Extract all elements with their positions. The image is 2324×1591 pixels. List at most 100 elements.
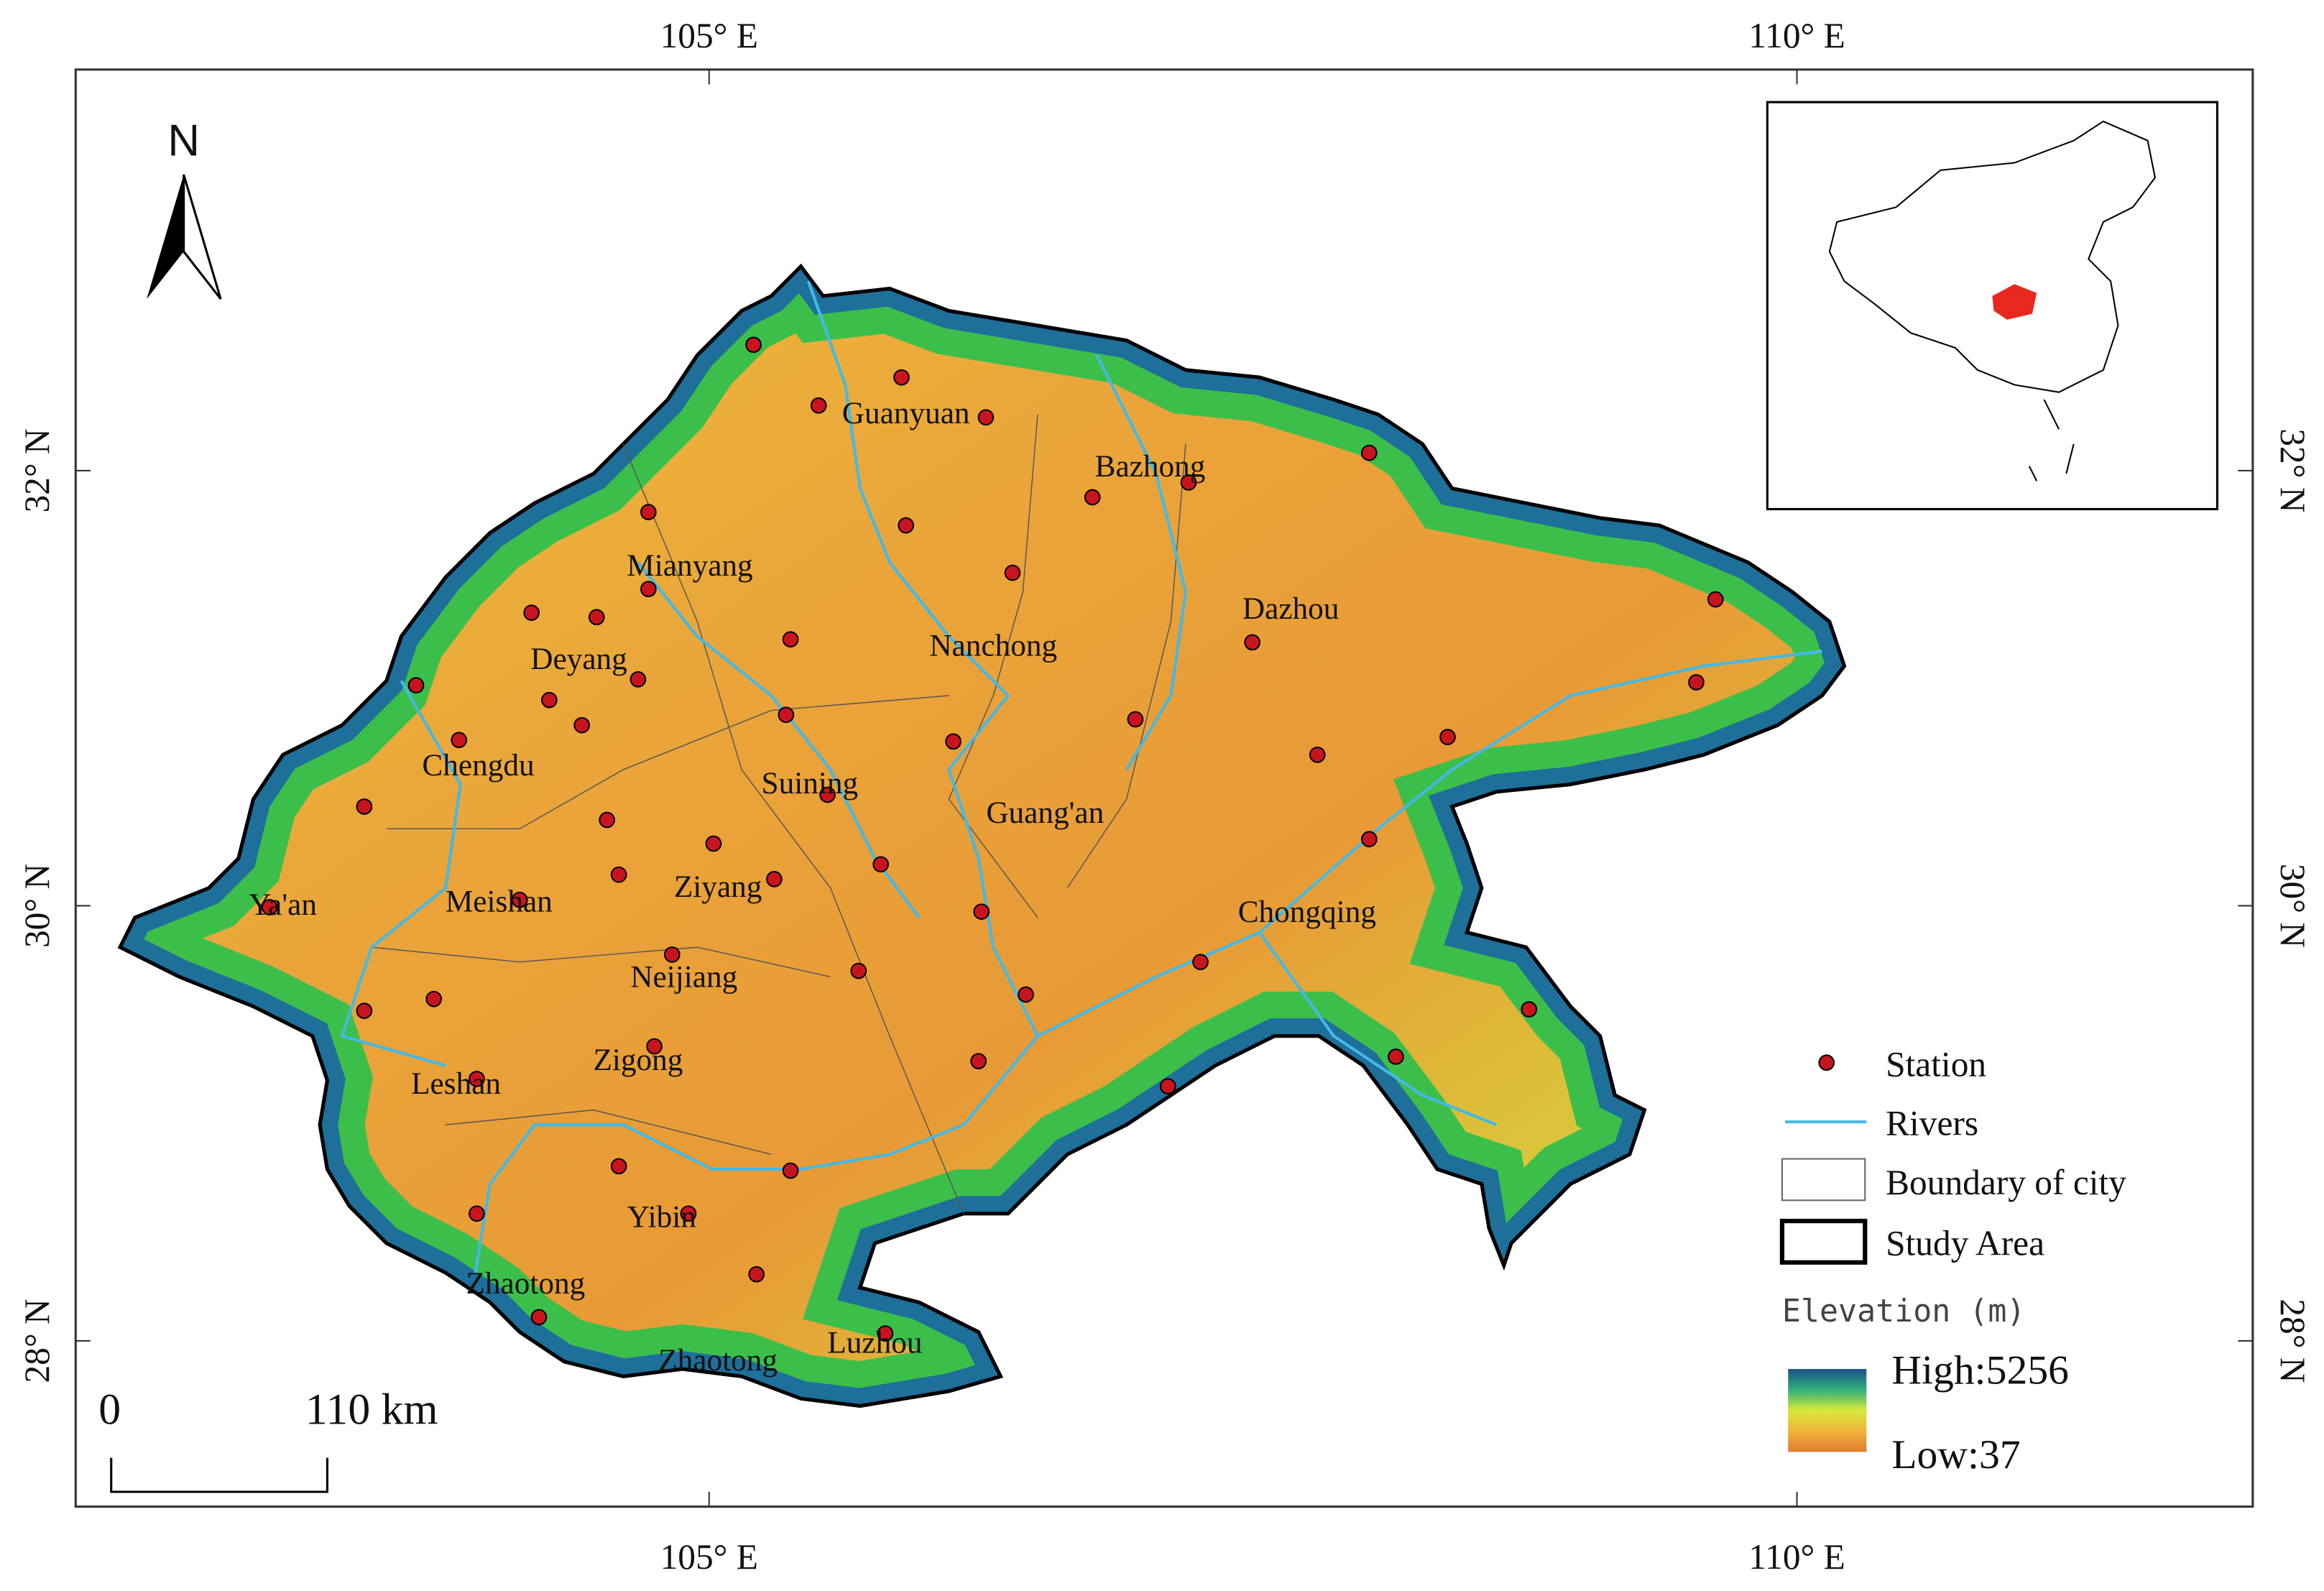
river xyxy=(1258,931,1498,1127)
study-area-inset xyxy=(1992,284,2037,320)
station xyxy=(1244,634,1260,651)
station xyxy=(1361,831,1378,848)
city-label: Deyang xyxy=(530,642,627,676)
north-arrow-right xyxy=(183,174,222,300)
station xyxy=(1309,747,1326,763)
station xyxy=(425,990,443,1007)
boundary xyxy=(386,695,949,830)
boundary xyxy=(1066,443,1186,889)
right-lat-label: 30° N xyxy=(2273,864,2313,948)
legend-elevation-title: Elevation (m) xyxy=(1782,1293,2026,1329)
right-lat-label: 32° N xyxy=(2273,428,2313,512)
station xyxy=(1180,474,1197,491)
river xyxy=(340,680,462,1067)
station xyxy=(819,786,836,803)
station xyxy=(511,891,528,908)
city-label: Bazhong xyxy=(1095,449,1206,484)
top-lon-label: 110° E xyxy=(1748,16,1845,55)
legend-low: Low:37 xyxy=(1891,1432,2020,1477)
bottom-lon-label: 110° E xyxy=(1748,1537,1845,1577)
station xyxy=(970,1053,987,1070)
left-lat-label: 32° N xyxy=(17,428,57,512)
city-label: Guang'an xyxy=(986,796,1104,830)
city-label: Ziyang xyxy=(674,870,762,904)
station xyxy=(451,732,468,749)
station xyxy=(877,1325,894,1342)
station xyxy=(599,811,616,829)
city-label: Zhaotong xyxy=(466,1266,586,1301)
city-label: Neijiang xyxy=(630,960,737,995)
north-label: N xyxy=(167,116,200,165)
scale-bar xyxy=(110,1457,328,1493)
station xyxy=(663,946,681,963)
station xyxy=(898,517,915,534)
boundary xyxy=(372,946,831,977)
station xyxy=(782,631,799,648)
legend-station-symbol xyxy=(1818,1054,1835,1071)
city-labels: Guanyuan Bazhong Mianyang Dazhou Deyang Nanch… xyxy=(249,396,1376,1378)
station xyxy=(680,1205,697,1222)
river xyxy=(474,280,1040,1273)
station xyxy=(748,1265,765,1283)
legend-boundary: Boundary of city xyxy=(1886,1163,2126,1202)
station xyxy=(766,871,783,887)
scale-end: 110 km xyxy=(305,1385,438,1434)
legend-rivers: Rivers xyxy=(1886,1104,1978,1143)
station xyxy=(973,903,990,921)
city-label: Zhaotong xyxy=(658,1343,778,1378)
station xyxy=(810,397,827,414)
station xyxy=(872,856,890,873)
city-label: Ya'an xyxy=(249,887,317,922)
top-lon-label: 105° E xyxy=(660,16,758,55)
station xyxy=(977,409,995,426)
station xyxy=(640,504,657,520)
station xyxy=(541,691,558,709)
north-arrow-left xyxy=(147,175,184,300)
city-label: Guanyuan xyxy=(842,396,970,430)
elevation-colorbar xyxy=(1788,1369,1867,1452)
station xyxy=(1159,1078,1176,1095)
boundary xyxy=(622,443,964,1214)
station xyxy=(1127,711,1144,728)
city-label: Mianyang xyxy=(627,548,752,583)
city-label: Yibin xyxy=(627,1199,696,1234)
legend-station: Station xyxy=(1886,1044,1986,1084)
station xyxy=(523,604,540,621)
station xyxy=(1439,729,1456,745)
china-outline xyxy=(1828,120,2157,393)
left-lat-label: 30° N xyxy=(17,864,57,948)
station xyxy=(610,866,627,883)
legend-boundary-symbol xyxy=(1781,1158,1866,1202)
legend-high: High:5256 xyxy=(1891,1348,2069,1393)
station xyxy=(850,962,867,979)
station xyxy=(646,1038,663,1055)
city-label: Suining xyxy=(762,766,859,801)
city-label: Leshan xyxy=(411,1066,501,1101)
station xyxy=(1004,564,1021,581)
islands xyxy=(2028,399,2075,481)
station xyxy=(469,1205,485,1222)
city-label: Chengdu xyxy=(422,748,534,783)
station xyxy=(1688,674,1705,691)
station xyxy=(1707,591,1724,608)
city-label: Luzhou xyxy=(827,1325,922,1360)
city-label: Meishan xyxy=(446,885,553,919)
station xyxy=(640,581,657,598)
legend-study-area: Study Area xyxy=(1886,1223,2044,1263)
city-label: Nanchong xyxy=(929,628,1057,663)
graticule: 105° E 105° E 110° E 110° E 32° N 32° N 30° N 3… xyxy=(17,16,2313,1577)
station xyxy=(782,1162,799,1179)
station xyxy=(469,1071,485,1087)
boundary xyxy=(948,414,1038,918)
station xyxy=(893,369,910,386)
river xyxy=(1037,650,1822,1038)
station xyxy=(1018,986,1034,1003)
river xyxy=(1095,354,1188,771)
station xyxy=(1084,489,1101,506)
station xyxy=(705,835,722,852)
city-label: Chongqing xyxy=(1238,895,1376,929)
station xyxy=(1192,954,1209,971)
station xyxy=(1361,444,1378,461)
